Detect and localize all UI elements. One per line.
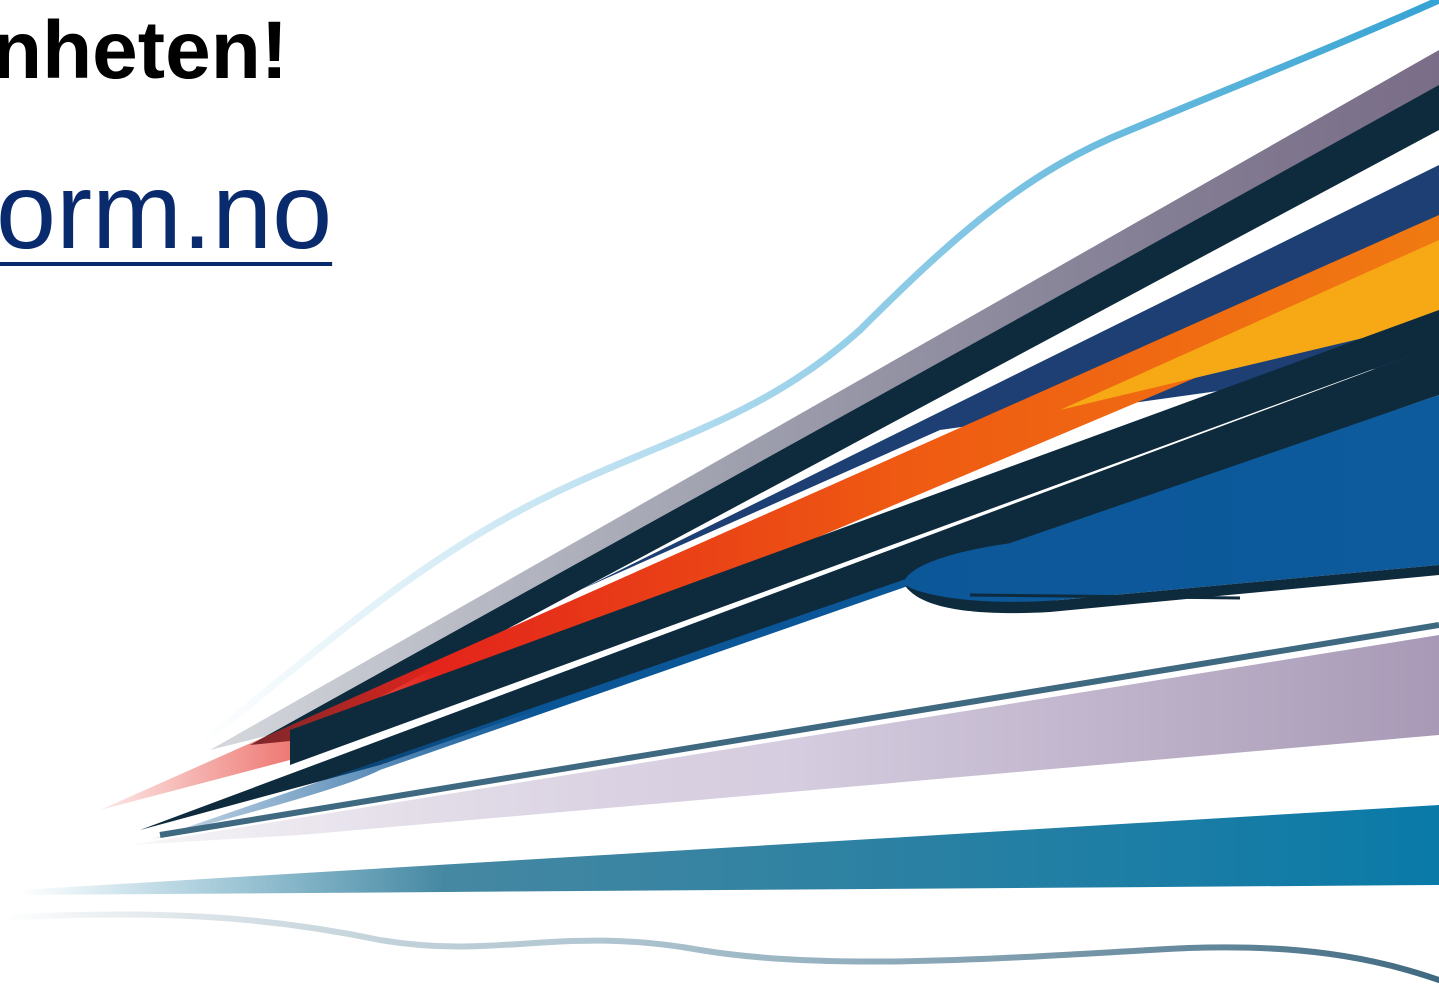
slide-headline: nheten! bbox=[0, 5, 289, 96]
website-link[interactable]: orm.no bbox=[0, 150, 333, 271]
